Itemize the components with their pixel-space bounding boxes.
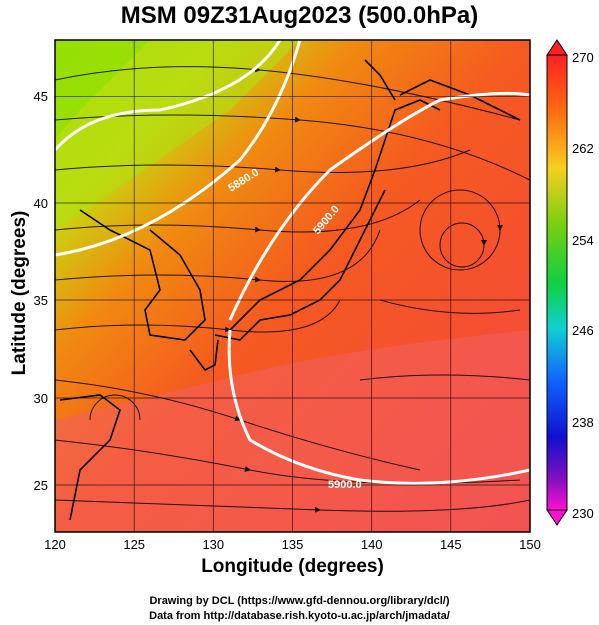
- y-tick-label: 35: [34, 293, 48, 308]
- streamlines: [55, 66, 530, 513]
- colorbar-top-triangle: [546, 39, 568, 56]
- x-axis-label: Longitude (degrees): [201, 556, 384, 577]
- x-tick-label: 150: [519, 537, 541, 552]
- x-ticks: 120 125 130 135 140 145 150: [44, 537, 541, 552]
- x-tick-label: 130: [202, 537, 224, 552]
- y-tick-label: 30: [34, 391, 48, 406]
- x-tick-label: 125: [123, 537, 145, 552]
- colorbar-label: 254: [572, 233, 594, 248]
- y-tick-label: 45: [34, 89, 48, 104]
- colorbar-label: 246: [572, 323, 594, 338]
- x-tick-label: 145: [440, 537, 462, 552]
- colorbar-label: 270: [572, 50, 594, 65]
- credit-drawing: Drawing by DCL (https://www.gfd-dennou.o…: [149, 595, 450, 607]
- colorbar-label: 262: [572, 141, 594, 156]
- colorbar-label: 238: [572, 415, 594, 430]
- y-axis-label: Latitude (degrees): [9, 210, 30, 376]
- colorbar: 270 262 254 246 238 230: [546, 39, 594, 526]
- grid-lines: [55, 40, 530, 532]
- colorbar-bottom-triangle: [546, 509, 568, 526]
- colorbar-label: 230: [572, 506, 594, 521]
- contours: [55, 40, 530, 485]
- chart-title: MSM 09Z31Aug2023 (500.0hPa): [120, 2, 479, 29]
- y-ticks: 25 30 35 40 45: [34, 89, 48, 493]
- credit-data: Data from http://database.rish.kyoto-u.a…: [149, 610, 450, 622]
- colorbar-scale: [546, 54, 568, 511]
- x-tick-label: 140: [361, 537, 383, 552]
- x-tick-label: 120: [44, 537, 66, 552]
- y-tick-label: 25: [34, 478, 48, 493]
- contour-label-5900b: 5900.0: [328, 479, 362, 491]
- plot-frame: [54, 39, 531, 533]
- x-tick-label: 135: [282, 537, 304, 552]
- y-tick-label: 40: [34, 196, 48, 211]
